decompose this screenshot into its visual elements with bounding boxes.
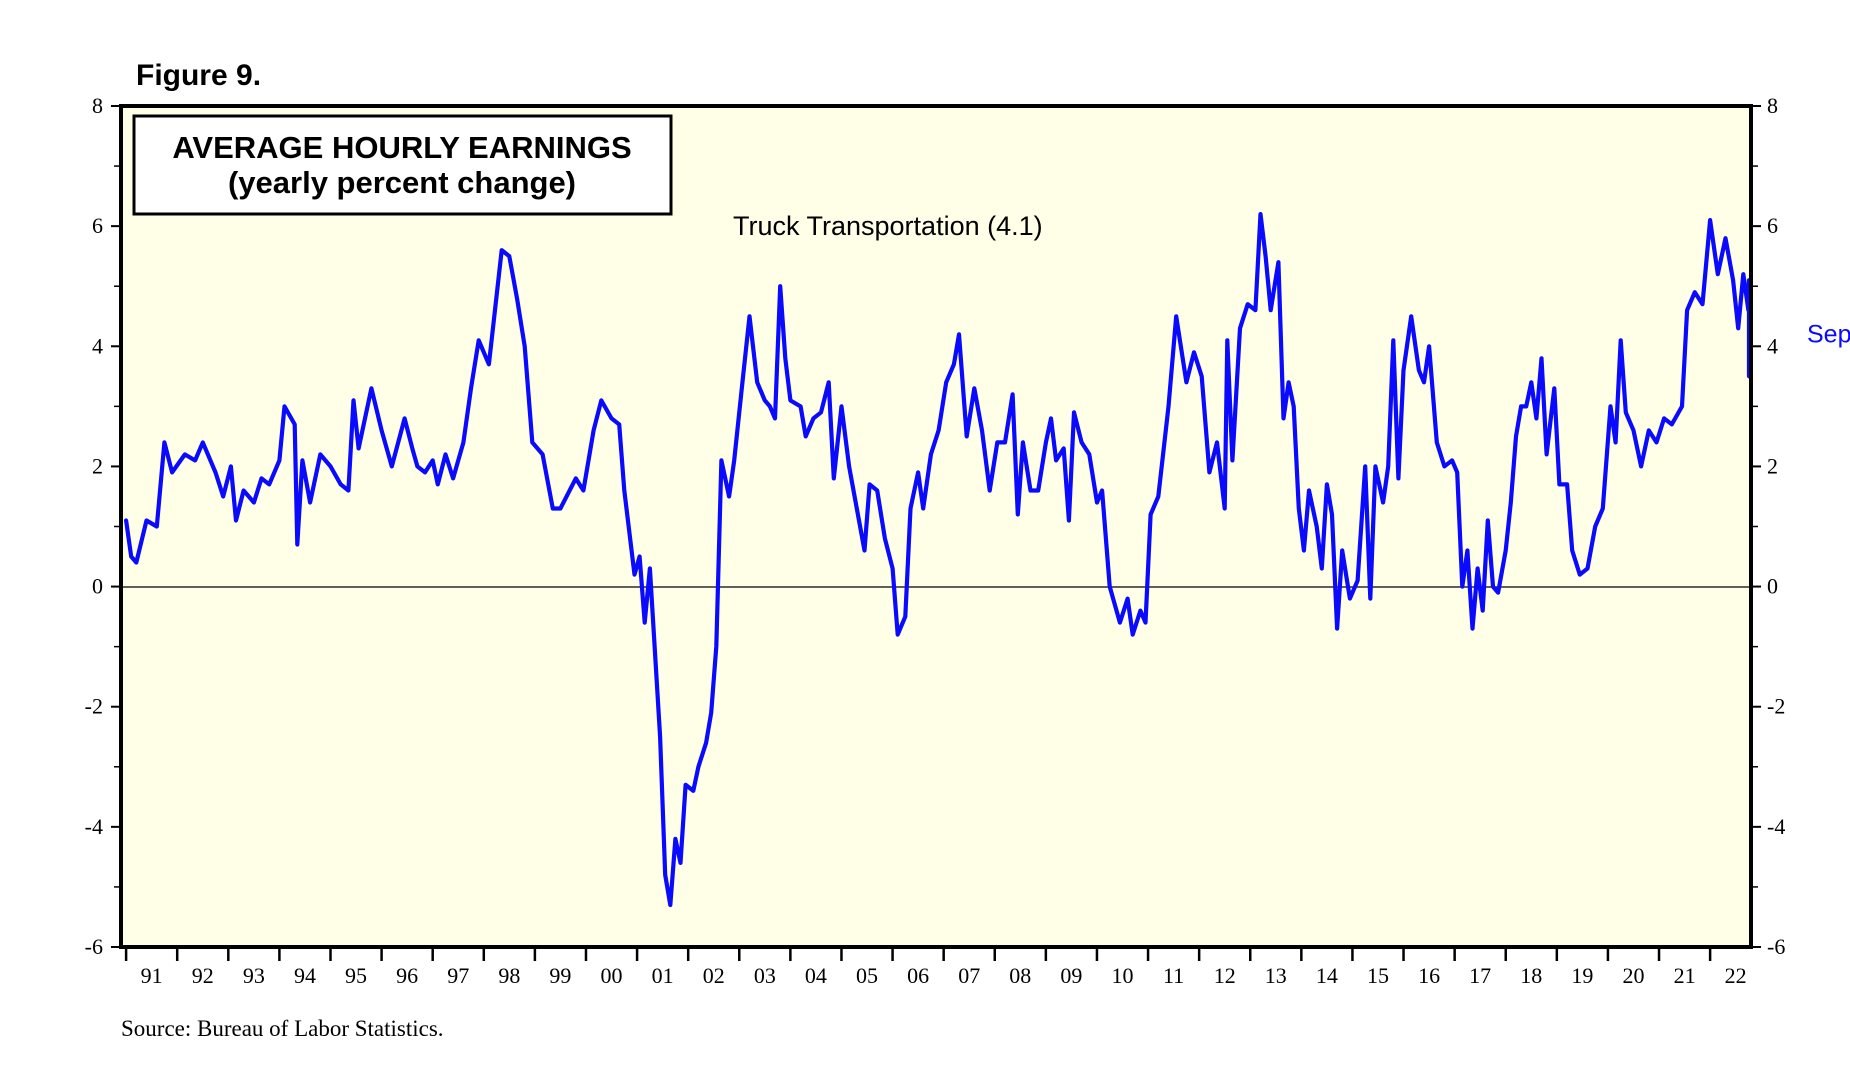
x-tick-label: 97 [447, 963, 469, 988]
y-tick-label-right: 2 [1767, 453, 1778, 478]
x-tick-label: 03 [754, 963, 776, 988]
y-tick-label-left: 6 [92, 213, 103, 238]
x-tick-label: 15 [1367, 963, 1389, 988]
x-tick-label: 99 [549, 963, 571, 988]
end-point-label: Sep [1807, 320, 1850, 348]
y-tick-label-left: -2 [85, 694, 103, 719]
x-tick-label: 05 [856, 963, 878, 988]
title-box: AVERAGE HOURLY EARNINGS (yearly percent … [132, 114, 673, 216]
x-tick-label: 96 [396, 963, 418, 988]
chart-subtitle: (yearly percent change) [228, 165, 576, 200]
plot-area [121, 106, 1751, 947]
x-tick-label: 93 [243, 963, 265, 988]
chart-title: AVERAGE HOURLY EARNINGS [172, 130, 631, 165]
y-tick-label-left: 4 [92, 333, 103, 358]
y-tick-label-right: -4 [1767, 814, 1785, 839]
x-tick-label: 21 [1674, 963, 1696, 988]
y-axis-left: 8 6 4 2 0 -2 -4 -6 [85, 93, 121, 959]
series-line-truck-transportation [123, 212, 1752, 908]
y-tick-label-left: 0 [92, 574, 103, 599]
x-tick-label: 10 [1112, 963, 1134, 988]
y-tick-label-right: -6 [1767, 934, 1785, 959]
x-tick-label: 12 [1214, 963, 1236, 988]
plot-frame [119, 104, 1753, 949]
x-tick-label: 11 [1163, 963, 1184, 988]
x-tick-label: 98 [498, 963, 520, 988]
x-tick-label: 18 [1520, 963, 1542, 988]
x-tick-label: 08 [1009, 963, 1031, 988]
x-tick-label: 09 [1060, 963, 1082, 988]
x-tick-label: 20 [1622, 963, 1644, 988]
title-box-frame [132, 114, 673, 216]
x-tick-label: 07 [958, 963, 980, 988]
x-tick-label: 95 [345, 963, 367, 988]
y-tick-label-right: 6 [1767, 213, 1778, 238]
figure-label: Figure 9. [136, 59, 261, 92]
y-tick-label-right: 4 [1767, 333, 1778, 358]
x-tick-label: 04 [805, 963, 827, 988]
y-axis-right: 8 6 4 2 0 -2 -4 -6 [1751, 93, 1785, 959]
y-tick-label-right: 0 [1767, 574, 1778, 599]
source-note: Source: Bureau of Labor Statistics. [121, 1016, 444, 1041]
x-tick-label: 06 [907, 963, 929, 988]
x-tick-label: 22 [1725, 963, 1747, 988]
y-tick-label-left: -6 [85, 934, 103, 959]
series-label: Truck Transportation (4.1) [733, 211, 1043, 241]
y-tick-label-right: -2 [1767, 694, 1785, 719]
x-tick-label: 17 [1469, 963, 1491, 988]
y-tick-label-right: 8 [1767, 93, 1778, 118]
x-axis: 91 92 93 94 95 96 97 98 99 00 01 02 03 04 05 06 07 08 09 10… [124, 947, 1747, 988]
x-tick-label: 16 [1418, 963, 1440, 988]
x-tick-label: 91 [141, 963, 163, 988]
x-tick-label: 00 [601, 963, 623, 988]
x-tick-label: 94 [294, 963, 316, 988]
x-tick-label: 13 [1265, 963, 1287, 988]
x-tick-label: 01 [652, 963, 674, 988]
y-tick-label-left: 8 [92, 93, 103, 118]
x-tick-label: 92 [192, 963, 214, 988]
x-tick-label: 19 [1571, 963, 1593, 988]
y-tick-label-left: -4 [85, 814, 103, 839]
y-tick-label-left: 2 [92, 453, 103, 478]
series-group [123, 212, 1752, 908]
x-tick-label: 02 [703, 963, 725, 988]
x-tick-label: 14 [1316, 963, 1338, 988]
